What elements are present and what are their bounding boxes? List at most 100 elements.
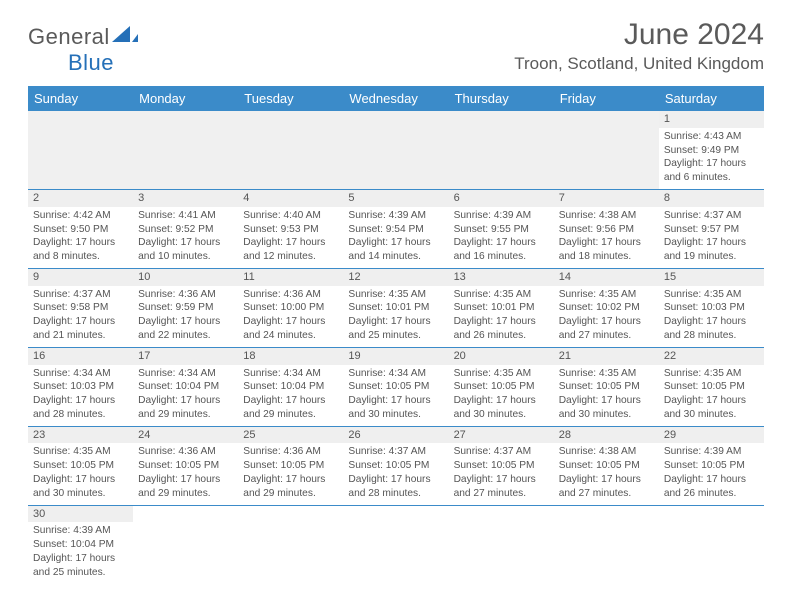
day-info-line: Daylight: 17 hours — [664, 315, 759, 329]
day-number: 1 — [659, 111, 764, 128]
day-number: 25 — [238, 427, 343, 444]
day-cell: 1Sunrise: 4:43 AMSunset: 9:49 PMDaylight… — [659, 111, 764, 189]
day-cell — [238, 111, 343, 189]
day-info-line: and 29 minutes. — [243, 408, 338, 422]
day-info-line: and 29 minutes. — [138, 487, 233, 501]
day-header-cell: Friday — [554, 86, 659, 111]
day-info-line: and 30 minutes. — [454, 408, 549, 422]
day-info-line: Sunset: 10:05 PM — [664, 380, 759, 394]
day-info-line: and 19 minutes. — [664, 250, 759, 264]
day-header-cell: Thursday — [449, 86, 554, 111]
day-info-line: Daylight: 17 hours — [348, 473, 443, 487]
day-info-line: Daylight: 17 hours — [664, 236, 759, 250]
day-info-line: Sunset: 10:01 PM — [454, 301, 549, 315]
day-cell: 16Sunrise: 4:34 AMSunset: 10:03 PMDaylig… — [28, 348, 133, 426]
day-cell — [449, 506, 554, 584]
day-info-line: Sunset: 10:05 PM — [559, 459, 654, 473]
day-number: 2 — [28, 190, 133, 207]
day-cell: 11Sunrise: 4:36 AMSunset: 10:00 PMDaylig… — [238, 269, 343, 347]
day-cell: 3Sunrise: 4:41 AMSunset: 9:52 PMDaylight… — [133, 190, 238, 268]
sail-icon — [112, 26, 138, 44]
day-info-line: Sunset: 9:57 PM — [664, 223, 759, 237]
day-info-line: Sunrise: 4:38 AM — [559, 209, 654, 223]
day-cell: 8Sunrise: 4:37 AMSunset: 9:57 PMDaylight… — [659, 190, 764, 268]
day-info-line: Sunrise: 4:36 AM — [243, 288, 338, 302]
day-info-line: Daylight: 17 hours — [454, 473, 549, 487]
day-info-line: Daylight: 17 hours — [559, 236, 654, 250]
day-info-line: Sunrise: 4:34 AM — [138, 367, 233, 381]
day-cell: 10Sunrise: 4:36 AMSunset: 9:59 PMDayligh… — [133, 269, 238, 347]
day-info-line: Sunset: 10:03 PM — [664, 301, 759, 315]
day-cell: 5Sunrise: 4:39 AMSunset: 9:54 PMDaylight… — [343, 190, 448, 268]
day-cell: 25Sunrise: 4:36 AMSunset: 10:05 PMDaylig… — [238, 427, 343, 505]
day-number: 22 — [659, 348, 764, 365]
day-cell — [28, 111, 133, 189]
day-info-line: and 21 minutes. — [33, 329, 128, 343]
day-info-line: Sunset: 9:56 PM — [559, 223, 654, 237]
day-info-line: and 25 minutes. — [33, 566, 128, 580]
day-info-line: and 10 minutes. — [138, 250, 233, 264]
day-info-line: Daylight: 17 hours — [559, 394, 654, 408]
day-header-row: SundayMondayTuesdayWednesdayThursdayFrid… — [28, 86, 764, 111]
day-info-line: Sunset: 10:05 PM — [664, 459, 759, 473]
day-info-line: Sunrise: 4:39 AM — [33, 524, 128, 538]
day-cell: 7 Sunrise: 4:38 AMSunset: 9:56 PMDaylight… — [554, 190, 659, 268]
day-info-line: Sunrise: 4:37 AM — [454, 445, 549, 459]
day-info-line: and 26 minutes. — [664, 487, 759, 501]
day-cell: 14Sunrise: 4:35 AMSunset: 10:02 PMDaylig… — [554, 269, 659, 347]
day-info-line: Sunrise: 4:37 AM — [664, 209, 759, 223]
day-number: 10 — [133, 269, 238, 286]
day-info-line: Sunrise: 4:34 AM — [348, 367, 443, 381]
day-info-line: Daylight: 17 hours — [454, 315, 549, 329]
day-info-line: Sunrise: 4:36 AM — [138, 445, 233, 459]
day-info-line: and 25 minutes. — [348, 329, 443, 343]
day-info-line: Daylight: 17 hours — [348, 236, 443, 250]
day-info-line: Sunset: 10:05 PM — [138, 459, 233, 473]
day-info-line: Sunrise: 4:35 AM — [348, 288, 443, 302]
day-cell — [238, 506, 343, 584]
week-row: 16Sunrise: 4:34 AMSunset: 10:03 PMDaylig… — [28, 348, 764, 427]
day-info-line: Sunset: 10:01 PM — [348, 301, 443, 315]
logo-word1: General — [28, 24, 110, 49]
day-number: 9 — [28, 269, 133, 286]
day-number: 12 — [343, 269, 448, 286]
day-number: 26 — [343, 427, 448, 444]
day-info-line: Sunset: 10:04 PM — [138, 380, 233, 394]
day-info-line: Sunrise: 4:37 AM — [348, 445, 443, 459]
location: Troon, Scotland, United Kingdom — [514, 54, 764, 74]
day-info-line: Daylight: 17 hours — [138, 315, 233, 329]
day-info-line: and 14 minutes. — [348, 250, 443, 264]
day-info-line: Sunrise: 4:35 AM — [664, 367, 759, 381]
day-number: 7 — [554, 190, 659, 207]
day-cell: 2Sunrise: 4:42 AMSunset: 9:50 PMDaylight… — [28, 190, 133, 268]
day-number: 5 — [343, 190, 448, 207]
day-info-line: Daylight: 17 hours — [33, 552, 128, 566]
week-row: 1Sunrise: 4:43 AMSunset: 9:49 PMDaylight… — [28, 111, 764, 190]
day-cell: 24Sunrise: 4:36 AMSunset: 10:05 PMDaylig… — [133, 427, 238, 505]
day-info-line: Sunrise: 4:34 AM — [33, 367, 128, 381]
day-info-line: Sunset: 10:05 PM — [243, 459, 338, 473]
day-header-cell: Monday — [133, 86, 238, 111]
day-cell: 20Sunrise: 4:35 AMSunset: 10:05 PMDaylig… — [449, 348, 554, 426]
day-number: 17 — [133, 348, 238, 365]
day-info-line: Daylight: 17 hours — [33, 394, 128, 408]
logo-text: General Blue — [28, 24, 138, 76]
day-info-line: Sunset: 10:05 PM — [348, 380, 443, 394]
day-cell — [554, 111, 659, 189]
day-number: 21 — [554, 348, 659, 365]
day-cell: 15Sunrise: 4:35 AMSunset: 10:03 PMDaylig… — [659, 269, 764, 347]
day-info-line: and 28 minutes. — [33, 408, 128, 422]
month-title: June 2024 — [514, 18, 764, 52]
day-info-line: Daylight: 17 hours — [243, 236, 338, 250]
day-info-line: and 12 minutes. — [243, 250, 338, 264]
day-info-line: Daylight: 17 hours — [559, 473, 654, 487]
day-cell: 26Sunrise: 4:37 AMSunset: 10:05 PMDaylig… — [343, 427, 448, 505]
day-info-line: and 29 minutes. — [138, 408, 233, 422]
day-info-line: Sunrise: 4:40 AM — [243, 209, 338, 223]
day-info-line: Daylight: 17 hours — [138, 394, 233, 408]
day-info-line: and 30 minutes. — [33, 487, 128, 501]
day-info-line: Daylight: 17 hours — [33, 315, 128, 329]
day-cell: 13Sunrise: 4:35 AMSunset: 10:01 PMDaylig… — [449, 269, 554, 347]
day-cell: 17 Sunrise: 4:34 AMSunset: 10:04 PMDaylig… — [133, 348, 238, 426]
day-header-cell: Wednesday — [343, 86, 448, 111]
